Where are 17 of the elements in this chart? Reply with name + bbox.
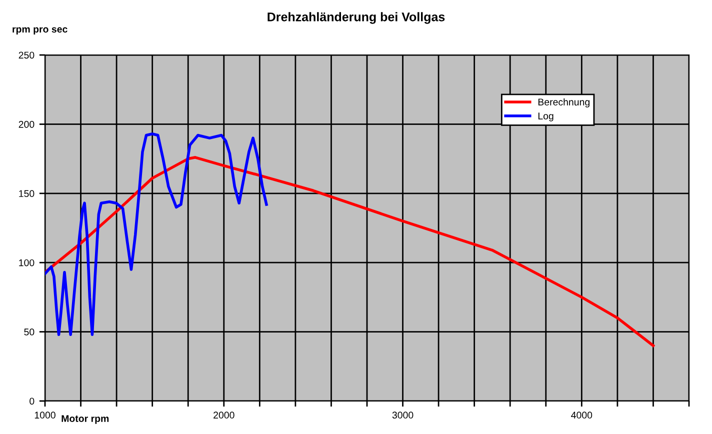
line-series — [45, 132, 268, 336]
y-tick-label: 150 — [19, 190, 34, 198]
y-tick-label: 50 — [24, 328, 34, 336]
x-axis-title: Motor rpm — [62, 415, 109, 424]
x-tick-label: 1000 — [34, 412, 56, 419]
x-tick-label: 4000 — [571, 412, 592, 419]
y-axis-title: rpm pro sec — [12, 27, 68, 35]
legend-label: Berechnung — [538, 98, 590, 108]
x-tick-label: 3000 — [392, 412, 414, 419]
y-tick-label: 100 — [19, 259, 34, 266]
legend-label: Log — [538, 112, 554, 122]
y-tick-label: 200 — [18, 120, 34, 128]
y-tick-label: 0 — [30, 398, 34, 405]
y-tick-label: 250 — [18, 52, 34, 59]
line-series — [45, 156, 655, 348]
x-tick-label: 2000 — [214, 412, 234, 419]
chart-title: Drehzahländerung bei Vollgas — [268, 12, 445, 24]
